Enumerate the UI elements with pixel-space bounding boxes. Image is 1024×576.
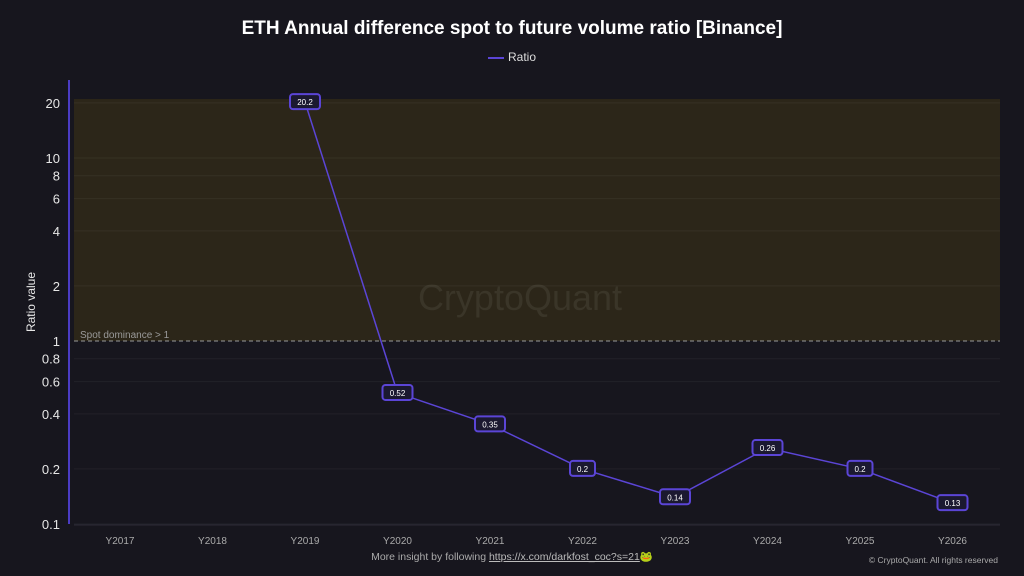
y-tick-label: 0.2 bbox=[42, 462, 60, 477]
copyright: © CryptoQuant. All rights reserved bbox=[868, 555, 998, 565]
data-label-box bbox=[569, 459, 596, 477]
legend-label: Ratio bbox=[507, 50, 536, 64]
y-tick-label: 0.4 bbox=[42, 407, 60, 422]
band-label: Spot dominance > 1 bbox=[80, 330, 170, 341]
x-tick-label: Y2017 bbox=[106, 536, 135, 547]
legend[interactable]: Ratio bbox=[0, 50, 1024, 64]
x-tick-label: Y2026 bbox=[938, 536, 967, 547]
data-label: 0.52 bbox=[390, 389, 406, 398]
y-tick-label: 1 bbox=[53, 334, 60, 349]
x-tick-label: Y2021 bbox=[476, 536, 505, 547]
y-tick-label: 8 bbox=[53, 169, 60, 184]
chart-title: ETH Annual difference spot to future vol… bbox=[241, 18, 783, 39]
dominance-band bbox=[74, 99, 1000, 341]
data-label: 0.13 bbox=[945, 499, 961, 508]
x-tick-label: Y2019 bbox=[291, 536, 320, 547]
footer-text: More insight by following bbox=[371, 551, 489, 563]
y-tick-label: 0.1 bbox=[42, 517, 60, 532]
data-label: 0.26 bbox=[760, 444, 776, 453]
data-label-box bbox=[381, 383, 414, 401]
y-tick-label: 2 bbox=[53, 279, 60, 294]
y-axis-title: Ratio value bbox=[24, 272, 38, 332]
data-label: 20.2 bbox=[297, 98, 313, 107]
footer-link[interactable]: https://x.com/darkfost_coc?s=21 bbox=[488, 551, 640, 563]
data-label-box bbox=[751, 439, 784, 457]
data-label: 0.35 bbox=[482, 420, 498, 429]
x-tick-label: Y2018 bbox=[198, 536, 227, 547]
footer: More insight by following https://x.com/… bbox=[0, 550, 1024, 563]
y-tick-label: 20 bbox=[46, 96, 60, 111]
data-label: 0.2 bbox=[577, 465, 589, 474]
x-tick-label: Y2020 bbox=[383, 536, 412, 547]
x-tick-label: Y2024 bbox=[753, 536, 782, 547]
data-label-box bbox=[289, 93, 321, 111]
data-label: 0.2 bbox=[854, 465, 866, 474]
y-tick-label: 0.6 bbox=[42, 375, 60, 390]
y-tick-label: 6 bbox=[53, 192, 60, 207]
data-label-box bbox=[936, 494, 969, 512]
data-label-box bbox=[474, 415, 506, 433]
legend-swatch bbox=[487, 56, 504, 59]
frog-emoji: 🐸 bbox=[639, 551, 653, 563]
data-label: 0.14 bbox=[667, 493, 683, 502]
data-label-box bbox=[846, 459, 874, 477]
y-tick-label: 0.8 bbox=[42, 352, 60, 367]
x-tick-label: Y2022 bbox=[568, 536, 597, 547]
data-label-box bbox=[659, 488, 691, 506]
y-tick-label: 10 bbox=[46, 151, 60, 166]
x-tick-label: Y2023 bbox=[661, 536, 690, 547]
x-tick-label: Y2025 bbox=[846, 536, 875, 547]
y-tick-label: 4 bbox=[53, 224, 60, 239]
watermark: CryptoQuant bbox=[418, 277, 622, 318]
